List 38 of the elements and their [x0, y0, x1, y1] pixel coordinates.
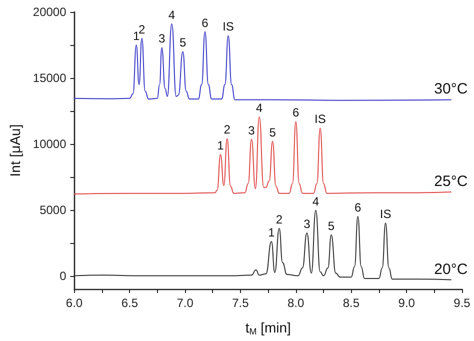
annotation: 5	[328, 218, 335, 233]
annotation: 6	[354, 200, 362, 214]
annotation: IS	[222, 20, 234, 34]
annotation: 30°C	[434, 80, 468, 98]
annotation: 1	[132, 28, 140, 43]
annotation: 2	[276, 212, 283, 226]
annotation: 2	[224, 122, 231, 137]
y-tick-label: 10000	[32, 136, 67, 151]
y-tick-label: 15000	[32, 70, 67, 85]
x-tick-label: 8.0	[287, 296, 304, 310]
y-tick-label: 20000	[32, 5, 67, 19]
annotation: 20°C	[434, 260, 468, 278]
x-tick-label: 8.5	[342, 296, 360, 310]
annotation: 3	[158, 32, 166, 46]
x-tick-label: 7.5	[232, 296, 250, 310]
annotation: IS	[314, 112, 326, 126]
x-tick-label: 9.5	[454, 296, 471, 310]
x-tick-label: 6.0	[66, 296, 83, 310]
y-axis-title: Int [μAu]	[7, 124, 23, 177]
y-tick-label: 5000	[40, 202, 67, 217]
annotation: 3	[304, 216, 311, 231]
x-tick-label: 7.0	[176, 296, 194, 310]
annotation: 1	[217, 138, 224, 152]
annotation: 4	[168, 8, 176, 22]
annotation: 6	[202, 16, 209, 30]
annotation: 5	[269, 125, 276, 140]
annotation: 3	[248, 123, 256, 138]
annotation: 5	[179, 36, 186, 50]
annotation: IS	[380, 207, 392, 222]
annotation: 2	[138, 22, 146, 36]
x-tick-label: 9.0	[398, 296, 416, 310]
annotation: 6	[292, 105, 300, 120]
x-tick-label: 6.5	[121, 296, 138, 310]
annotation: 4	[312, 194, 320, 208]
annotation: 4	[256, 100, 263, 115]
annotation: 25°C	[434, 173, 468, 190]
y-tick-label: 0	[60, 268, 67, 283]
annotation: 1	[268, 226, 276, 240]
